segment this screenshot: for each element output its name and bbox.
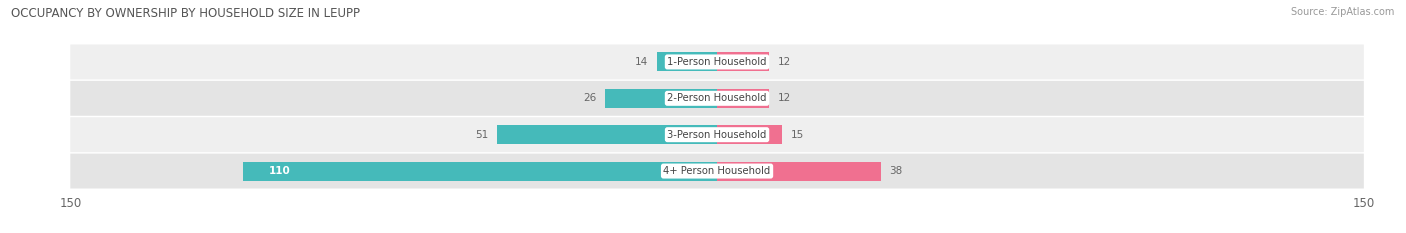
Bar	[717, 52, 769, 71]
Bar	[657, 52, 717, 71]
Bar	[243, 162, 717, 181]
Bar	[605, 89, 717, 108]
Text: 12: 12	[778, 57, 790, 67]
Text: 14: 14	[636, 57, 648, 67]
Bar	[717, 125, 782, 144]
Text: 38: 38	[890, 166, 903, 176]
Text: 4+ Person Household: 4+ Person Household	[664, 166, 770, 176]
Text: 3-Person Household: 3-Person Household	[668, 130, 766, 140]
Bar	[717, 89, 769, 108]
Text: OCCUPANCY BY OWNERSHIP BY HOUSEHOLD SIZE IN LEUPP: OCCUPANCY BY OWNERSHIP BY HOUSEHOLD SIZE…	[11, 7, 360, 20]
FancyBboxPatch shape	[70, 45, 1364, 79]
Text: 1-Person Household: 1-Person Household	[668, 57, 766, 67]
Text: Source: ZipAtlas.com: Source: ZipAtlas.com	[1291, 7, 1395, 17]
Text: 110: 110	[269, 166, 291, 176]
Text: 26: 26	[583, 93, 596, 103]
FancyBboxPatch shape	[70, 81, 1364, 116]
Text: 51: 51	[475, 130, 488, 140]
FancyBboxPatch shape	[70, 117, 1364, 152]
FancyBboxPatch shape	[70, 154, 1364, 188]
Text: 2-Person Household: 2-Person Household	[668, 93, 766, 103]
Bar	[498, 125, 717, 144]
Bar	[717, 162, 882, 181]
Text: 12: 12	[778, 93, 790, 103]
Text: 15: 15	[790, 130, 804, 140]
